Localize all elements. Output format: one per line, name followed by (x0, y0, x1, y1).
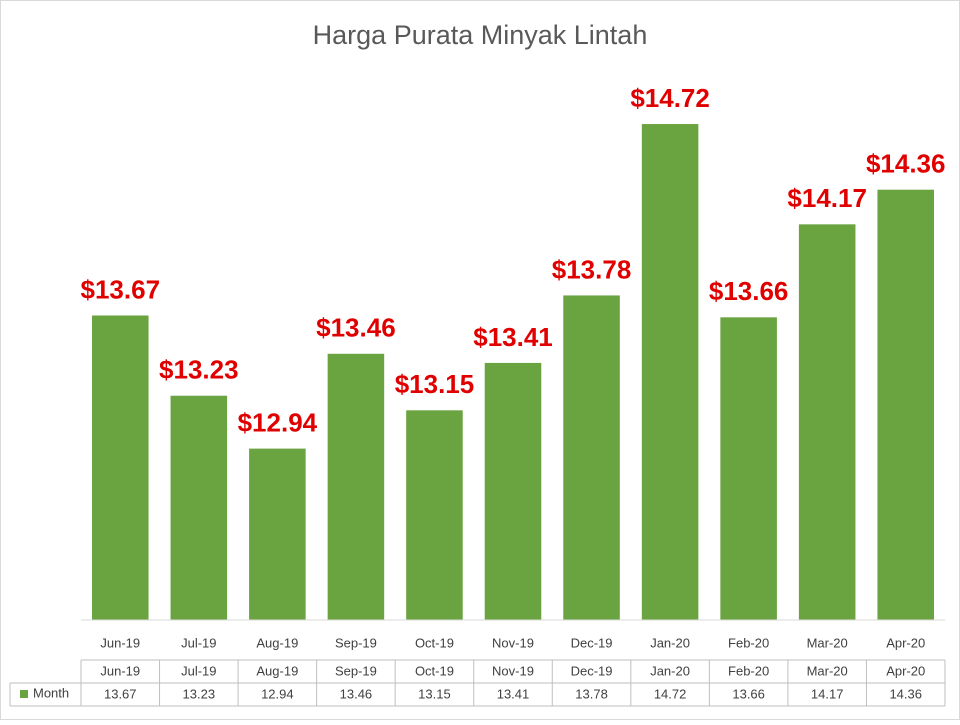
table-header: Aug-19 (256, 663, 298, 678)
x-tick-label: Mar-20 (807, 635, 848, 650)
table-header: Dec-19 (571, 663, 613, 678)
x-tick-label: Sep-19 (335, 635, 377, 650)
table-header: Jun-19 (100, 663, 140, 678)
data-label: $13.23 (159, 355, 239, 385)
bar (170, 395, 228, 620)
bar (484, 362, 542, 620)
table-cell: 13.46 (340, 686, 373, 701)
bar (327, 353, 385, 620)
data-label: $13.46 (316, 313, 396, 343)
table-header: Feb-20 (728, 663, 769, 678)
bar (249, 448, 306, 620)
x-tick-label: Oct-19 (415, 635, 454, 650)
x-tick-label: Jan-20 (650, 635, 690, 650)
data-label: $13.66 (709, 276, 789, 306)
table-header: Jan-20 (650, 663, 690, 678)
table-cell: 14.36 (889, 686, 922, 701)
x-tick-label: Aug-19 (256, 635, 298, 650)
table-cell: 14.17 (811, 686, 844, 701)
legend-key (20, 690, 28, 698)
x-tick-label: Feb-20 (728, 635, 769, 650)
data-label: $13.67 (81, 274, 161, 304)
bar (798, 224, 856, 620)
table-header: Nov-19 (492, 663, 534, 678)
x-tick-label: Jul-19 (181, 635, 216, 650)
bar (720, 317, 777, 620)
chart-title: Harga Purata Minyak Lintah (313, 20, 648, 50)
table-header: Apr-20 (886, 663, 925, 678)
table-cell: 13.23 (183, 686, 216, 701)
data-label: $13.15 (395, 369, 475, 399)
table-cell: 13.78 (575, 686, 608, 701)
bar (877, 189, 935, 620)
table-header: Oct-19 (415, 663, 454, 678)
table-cell: 13.67 (104, 686, 137, 701)
bar (406, 410, 463, 620)
bar (641, 124, 699, 620)
bar (563, 295, 620, 620)
table-cell: 13.41 (497, 686, 530, 701)
table-cell: 13.66 (732, 686, 765, 701)
data-label: $13.78 (552, 254, 632, 284)
data-label: $14.36 (866, 149, 946, 179)
x-tick-label: Apr-20 (886, 635, 925, 650)
bar (91, 315, 149, 620)
data-label: $13.41 (473, 322, 553, 352)
x-tick-label: Dec-19 (571, 635, 613, 650)
table-cell: 12.94 (261, 686, 294, 701)
x-tick-label: Nov-19 (492, 635, 534, 650)
table-cell: 13.15 (418, 686, 451, 701)
table-header: Sep-19 (335, 663, 377, 678)
table-header: Jul-19 (181, 663, 216, 678)
table-header: Mar-20 (807, 663, 848, 678)
legend-label: Month (33, 685, 69, 700)
data-label: $14.72 (630, 83, 710, 113)
table-cell: 14.72 (654, 686, 687, 701)
x-tick-label: Jun-19 (100, 635, 140, 650)
data-label: $12.94 (238, 407, 318, 437)
data-label: $14.17 (787, 183, 867, 213)
